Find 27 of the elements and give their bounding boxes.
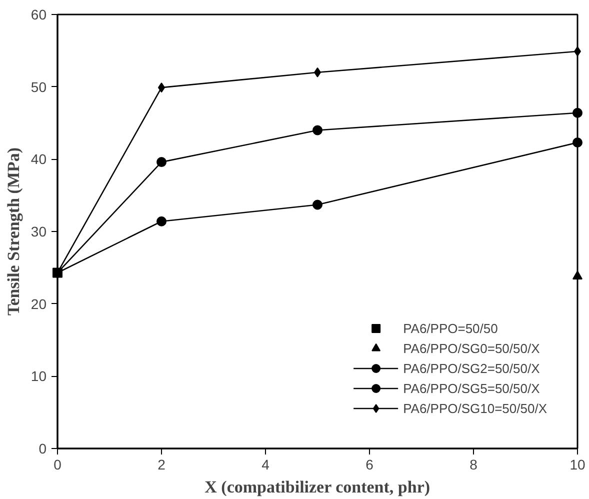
- legend-label: PA6/PPO/SG5=50/50/X: [403, 380, 540, 396]
- y-tick-label: 30: [30, 224, 47, 240]
- point: [312, 125, 322, 136]
- legend-label: PA6/PPO/SG0=50/50/X: [403, 340, 540, 356]
- y-axis-title: Tensile Strength (MPa): [4, 147, 23, 316]
- point: [572, 270, 582, 280]
- point: [156, 157, 166, 168]
- y-tick-label: 60: [30, 6, 47, 22]
- x-tick-label: 10: [570, 456, 586, 472]
- point: [572, 108, 582, 118]
- x-tick-label: 4: [262, 456, 270, 472]
- y-tick-label: 20: [30, 296, 47, 312]
- x-tick-label: 0: [54, 456, 62, 472]
- y-tick-label: 40: [30, 151, 47, 168]
- x-tick-label: 2: [158, 456, 166, 472]
- point: [312, 200, 322, 210]
- legend-label: PA6/PPO/SG10=50/50/X: [403, 400, 547, 416]
- x-axis-title: X (compatibilizer content, phr): [204, 478, 430, 496]
- point: [572, 138, 582, 148]
- y-tick-label: 50: [30, 78, 47, 95]
- y-tick-label: 0: [38, 440, 47, 456]
- point: [156, 216, 166, 226]
- x-tick-label: 8: [470, 456, 478, 472]
- y-tick-label: 10: [30, 368, 47, 384]
- legend-label: PA6/PPO=50/50: [403, 320, 498, 336]
- legend-label: PA6/PPO/SG2=50/50/X: [403, 360, 540, 376]
- x-tick-label: 6: [366, 456, 374, 472]
